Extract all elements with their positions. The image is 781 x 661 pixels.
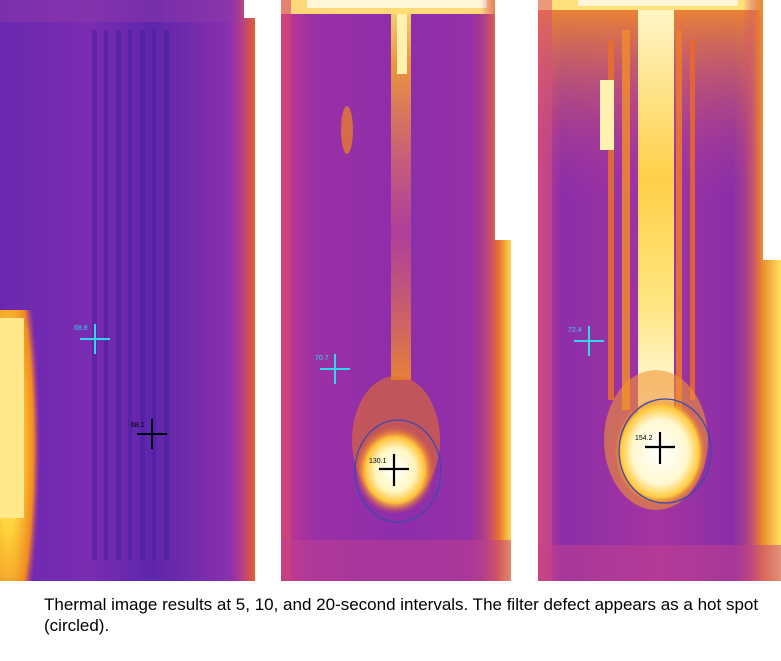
reference-marker — [574, 326, 604, 356]
thermal-image-20s: 72.4 154.2 — [538, 0, 781, 581]
thermal-image-5s: 68.8 68.1 — [0, 0, 255, 581]
defect-marker — [645, 432, 675, 464]
reference-reading: 72.4 — [568, 327, 582, 334]
figure-caption: Thermal image results at 5, 10, and 20-s… — [44, 595, 759, 635]
defect-reading: 130.1 — [369, 458, 387, 465]
thermal-panel-5s: 68.8 68.1 — [0, 0, 255, 581]
defect-reading: 68.1 — [131, 422, 145, 429]
defect-circle — [618, 398, 712, 504]
thermal-image-10s: 70.7 130.1 — [281, 0, 511, 581]
reference-reading: 68.8 — [74, 325, 88, 332]
reference-marker — [80, 324, 110, 354]
defect-marker — [137, 419, 167, 449]
defect-marker — [379, 454, 409, 486]
reference-marker — [320, 354, 350, 384]
defect-reading: 154.2 — [635, 435, 653, 442]
thermal-panel-10s: 70.7 130.1 — [281, 0, 511, 581]
reference-reading: 70.7 — [315, 355, 329, 362]
thermal-panel-20s: 72.4 154.2 — [538, 0, 781, 581]
defect-circle — [354, 419, 442, 523]
